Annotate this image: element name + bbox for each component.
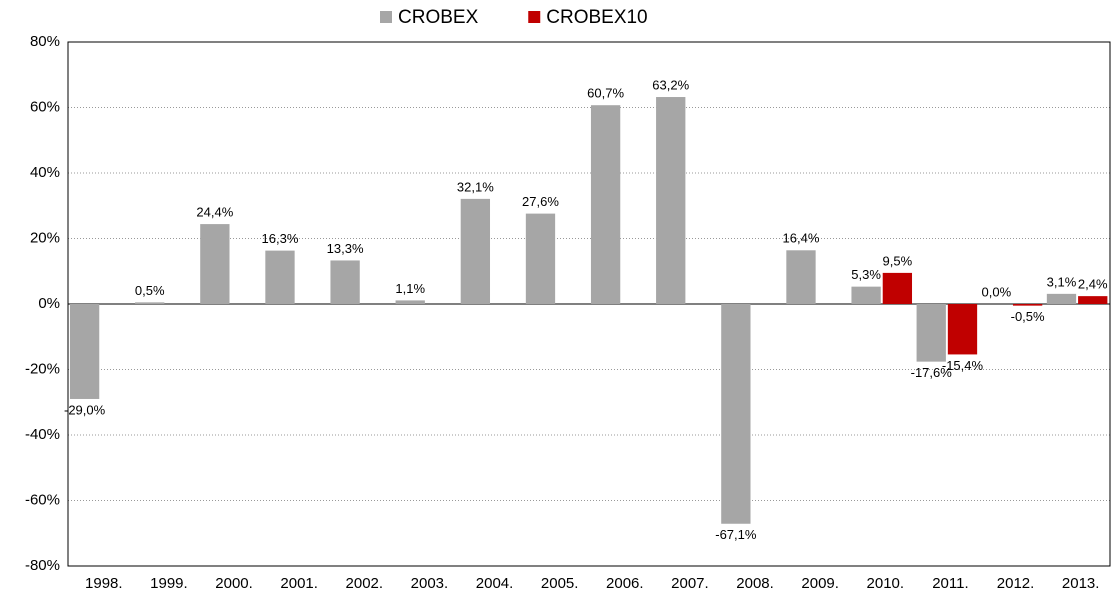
legend-swatch [528,11,541,23]
bar [786,250,816,304]
x-tick-label: 2012. [997,575,1035,592]
x-tick-label: 2003. [411,575,449,592]
bar [947,304,978,355]
bar [882,272,913,304]
value-label: 0,5% [135,283,165,298]
bar [330,260,360,304]
value-label: 2,4% [1078,277,1108,292]
y-tick-label: -60% [25,491,60,508]
x-tick-label: 2010. [867,575,905,592]
x-tick-label: 2006. [606,575,644,592]
value-label: 16,4% [783,231,820,246]
bar [265,250,295,304]
value-label: -29,0% [64,402,106,417]
value-label: -17,6% [911,365,953,380]
bar [590,105,621,305]
value-label: 63,2% [652,77,689,92]
x-tick-label: 2000. [215,575,253,592]
bar [525,213,556,304]
y-tick-label: 0% [38,295,60,312]
y-tick-label: 40% [30,164,60,181]
y-tick-label: -20% [25,360,60,377]
x-tick-label: 1998. [85,575,123,592]
x-tick-label: 2002. [346,575,384,592]
value-label: 1,1% [395,281,425,296]
x-tick-label: 2005. [541,575,579,592]
value-label: 9,5% [883,253,913,268]
value-label: -15,4% [942,358,984,373]
bar [656,97,686,305]
x-tick-label: 2004. [476,575,514,592]
bar [460,198,491,304]
x-tick-label: 2007. [671,575,709,592]
bar [135,302,165,304]
value-label: 5,3% [851,267,881,282]
value-label: 27,6% [522,194,559,209]
bar [395,300,425,304]
value-label: 60,7% [587,86,624,101]
x-tick-label: 1999. [150,575,188,592]
y-tick-label: 60% [30,98,60,115]
bar [1078,296,1108,304]
bar [916,304,946,362]
value-label: 0,0% [982,284,1012,299]
value-label: 13,3% [327,241,364,256]
value-label: 32,1% [457,179,494,194]
bar [200,224,230,304]
x-tick-label: 2001. [280,575,318,592]
x-tick-label: 2013. [1062,575,1100,592]
value-label: -67,1% [715,527,757,542]
y-tick-label: -40% [25,426,60,443]
legend-swatch [380,11,392,23]
legend-label: CROBEX10 [546,7,647,28]
x-tick-label: 2009. [801,575,839,592]
x-tick-label: 2008. [736,575,774,592]
value-label: 3,1% [1047,274,1077,289]
bar [1012,304,1043,306]
y-tick-label: -80% [25,557,60,574]
y-tick-label: 80% [30,33,60,50]
x-tick-label: 2011. [932,575,968,592]
bar [1046,293,1077,304]
bar [851,286,881,304]
legend-label: CROBEX [398,7,479,28]
value-label: 16,3% [262,231,299,246]
value-label: 24,4% [196,205,233,220]
y-tick-label: 20% [30,229,60,246]
bar [69,304,100,399]
value-label: -0,5% [1011,309,1045,324]
bar [721,304,751,524]
